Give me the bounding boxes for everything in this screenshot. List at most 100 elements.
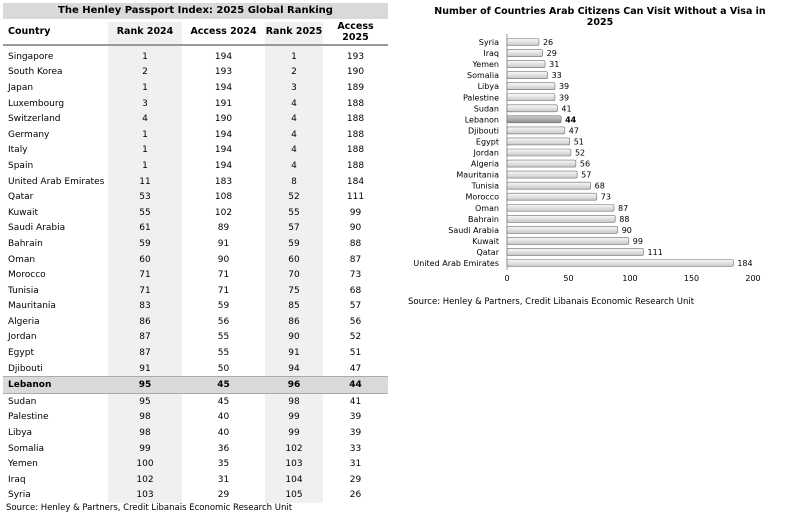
cell-access-2025: 87 <box>349 254 362 265</box>
bar <box>506 93 556 102</box>
bar <box>506 181 591 190</box>
cell-rank-2024: 71 <box>139 285 151 296</box>
cell-country: Italy <box>8 145 28 156</box>
cell-access-2025: 68 <box>349 285 362 296</box>
cell-rank-2024: 91 <box>139 363 151 374</box>
cell-access-2024: 183 <box>214 176 233 187</box>
data-label: 39 <box>559 82 569 91</box>
cell-rank-2025: 99 <box>288 428 300 439</box>
table-row: Lebanon 95 45 96 44 <box>3 376 388 395</box>
table-row: Italy 1 194 4 188 <box>3 143 388 159</box>
cell-access-2024: 91 <box>217 238 230 249</box>
cell-rank-2024: 60 <box>139 254 151 265</box>
cell-rank-2024: 99 <box>139 443 151 454</box>
cell-country: Oman <box>8 254 36 265</box>
cell-rank-2025: 4 <box>291 160 297 171</box>
cell-access-2025: 184 <box>346 176 365 187</box>
data-label: 90 <box>622 226 632 235</box>
table-row: United Arab Emirates 11 183 8 184 <box>3 174 388 190</box>
cell-rank-2025: 96 <box>287 380 301 391</box>
table-row: Yemen 100 35 103 31 <box>3 456 388 472</box>
bar <box>506 115 562 124</box>
data-label: 111 <box>648 248 663 257</box>
table-row: Libya 98 40 99 39 <box>3 425 388 441</box>
cell-rank-2024: 4 <box>142 114 148 125</box>
cell-access-2025: 88 <box>349 238 362 249</box>
cell-country: Switzerland <box>8 114 61 125</box>
cell-access-2024: 102 <box>214 207 233 218</box>
cell-rank-2025: 4 <box>291 129 297 140</box>
cell-rank-2024: 1 <box>142 82 148 93</box>
cell-access-2024: 40 <box>217 428 230 439</box>
bar <box>506 226 618 234</box>
table-row: Somalia 99 36 102 33 <box>3 441 388 457</box>
chart-title-line2: 2025 <box>587 17 613 28</box>
cell-country: Luxembourg <box>8 98 65 109</box>
cell-country: Germany <box>8 129 50 140</box>
table-row: Egypt 87 55 91 51 <box>3 345 388 361</box>
table-row: Singapore 1 194 1 193 <box>3 49 388 65</box>
cell-access-2024: 40 <box>217 412 230 423</box>
cell-rank-2025: 52 <box>288 192 300 203</box>
category-label: Oman <box>475 204 499 213</box>
bar <box>506 71 548 79</box>
data-label: 52 <box>575 149 585 158</box>
category-label: Algeria <box>471 160 499 169</box>
bar <box>506 215 616 223</box>
cell-rank-2024: 11 <box>139 176 151 187</box>
cell-access-2024: 191 <box>214 98 233 109</box>
cell-rank-2025: 94 <box>288 363 300 374</box>
table-row: Sudan 95 45 98 41 <box>3 394 388 410</box>
cell-access-2024: 194 <box>214 160 233 171</box>
cell-access-2025: 57 <box>349 301 362 312</box>
cell-rank-2025: 4 <box>291 145 297 156</box>
cell-country: Syria <box>8 490 31 501</box>
cell-access-2025: 44 <box>349 380 362 391</box>
cell-rank-2025: 102 <box>285 443 303 454</box>
bar <box>506 203 615 212</box>
cell-rank-2024: 98 <box>139 412 151 423</box>
data-label: 31 <box>549 60 559 69</box>
cell-rank-2024: 59 <box>139 238 151 249</box>
cell-access-2024: 89 <box>217 223 230 234</box>
chart-source: Source: Henley & Partners, Credit Libana… <box>408 297 695 307</box>
header-rank-2025: Rank 2025 <box>265 26 323 37</box>
cell-country: Spain <box>8 160 34 171</box>
cell-rank-2025: 4 <box>291 114 297 125</box>
cell-access-2024: 194 <box>214 145 233 156</box>
table-title: The Henley Passport Index: 2025 Global R… <box>3 3 388 19</box>
data-label: 68 <box>595 182 605 191</box>
cell-rank-2024: 87 <box>139 332 151 343</box>
cell-rank-2024: 95 <box>138 380 152 391</box>
cell-country: Tunisia <box>8 285 39 296</box>
cell-country: Algeria <box>8 316 40 327</box>
category-label: Lebanon <box>465 115 499 124</box>
cell-access-2024: 31 <box>217 474 230 485</box>
cell-rank-2025: 90 <box>288 332 300 343</box>
header-access-2024: Access 2024 <box>190 26 257 37</box>
cell-access-2025: 39 <box>349 412 362 423</box>
cell-rank-2025: 104 <box>285 474 303 485</box>
category-label: Somalia <box>467 71 499 80</box>
cell-rank-2025: 103 <box>285 459 303 470</box>
column-shade <box>265 22 323 504</box>
cell-country: Yemen <box>8 459 38 470</box>
table-row: Saudi Arabia 61 89 57 90 <box>3 221 388 237</box>
data-label: 39 <box>559 93 569 102</box>
cell-access-2025: 189 <box>346 82 365 93</box>
table-row: Jordan 87 55 90 52 <box>3 330 388 346</box>
bar <box>506 38 540 46</box>
table-row: Japan 1 194 3 189 <box>3 80 388 96</box>
cell-rank-2024: 2 <box>142 67 148 78</box>
cell-access-2025: 188 <box>346 98 365 109</box>
cell-rank-2025: 86 <box>288 316 300 327</box>
cell-access-2025: 56 <box>349 316 362 327</box>
category-label: Djibouti <box>468 126 499 135</box>
bar <box>506 237 630 245</box>
bar <box>506 248 644 256</box>
cell-access-2024: 55 <box>217 332 230 343</box>
cell-country: Sudan <box>8 396 37 407</box>
table-row: Oman 60 90 60 87 <box>3 252 388 268</box>
table-row: Spain 1 194 4 188 <box>3 158 388 174</box>
table-header: Country Rank 2024 Access 2024 Rank 2025 … <box>3 19 388 46</box>
